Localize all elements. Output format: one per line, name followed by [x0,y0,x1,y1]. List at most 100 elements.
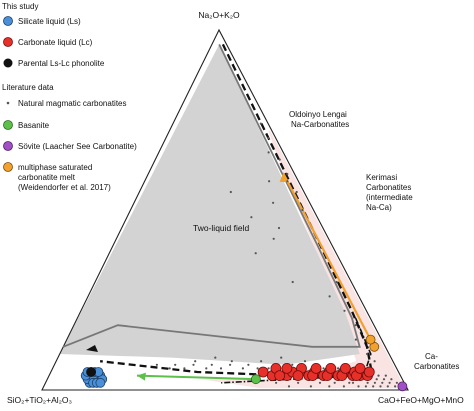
point-natural-magmatic-carbonatites-0 [286,172,289,176]
point-natural-magmatic-carbonatites-58 [377,374,380,377]
point-natural-magmatic-carbonatites-35 [155,363,158,366]
point-natural-magmatic-carbonatites-24 [256,367,259,370]
point-natural-magmatic-carbonatites-14 [291,280,294,284]
point-natural-magmatic-carbonatites-4 [301,208,304,212]
legend-marker-sovite [3,141,13,151]
point-natural-magmatic-carbonatites-11 [277,226,281,230]
legend-label-parental-phonolite: Parental Ls-Lc phonolite [18,59,105,68]
point-natural-magmatic-carbonatites-38 [194,360,197,363]
point-natural-magmatic-carbonatites-55 [379,385,382,388]
point-natural-magmatic-carbonatites-79 [335,280,338,284]
solvus-arrowhead-icon [86,345,98,352]
point-natural-magmatic-carbonatites-77 [343,309,346,312]
point-natural-magmatic-carbonatites-2 [295,190,298,194]
point-carbonate-liquid-lc-16 [274,370,286,382]
point-natural-magmatic-carbonatites-10 [272,237,275,240]
point-carbonate-liquid-lc-24 [339,362,351,374]
legend-marker-multiphase-melt [3,162,13,172]
point-natural-magmatic-carbonatites-5 [267,151,270,154]
point-natural-magmatic-carbonatites-12 [254,252,257,255]
legend-label-basanite: Basanite [18,121,50,130]
point-natural-magmatic-carbonatites-28 [219,367,223,370]
point-s-vite-laacher-see-carbonatite-0 [397,381,408,392]
point-natural-magmatic-carbonatites-8 [229,190,232,194]
point-natural-magmatic-carbonatites-62 [342,385,345,388]
triangle-frame [41,28,409,391]
point-natural-magmatic-carbonatites-46 [375,378,378,381]
annotation-ca-carbonatites-line1: Ca- [425,352,438,361]
point-natural-magmatic-carbonatites-45 [390,378,393,381]
point-carbonate-liquid-lc-22 [325,362,337,374]
point-silicate-liquid-ls-15 [95,377,106,388]
legend-marker-carbonate-liquid [3,37,13,47]
legend-marker-parental-phonolite [3,58,13,68]
point-carbonate-liquid-lc-29 [363,366,375,378]
point-natural-magmatic-carbonatites-47 [373,381,376,384]
point-natural-magmatic-carbonatites-61 [348,381,351,384]
point-natural-magmatic-carbonatites-44 [381,381,384,384]
annotation-ca-carbonatites-line2: Carbonatites [414,362,459,371]
point-natural-magmatic-carbonatites-31 [192,363,195,366]
point-natural-magmatic-carbonatites-54 [386,385,389,388]
legend-label-multiphase-line1: multiphase saturated [18,163,92,172]
point-natural-magmatic-carbonatites-43 [388,381,391,384]
point-natural-magmatic-carbonatites-23 [267,367,270,370]
point-carbonate-liquid-lc-28 [292,370,304,382]
point-carbonate-liquid-lc-27 [281,362,293,374]
point-parental-ls-lc-phonolite-0 [86,367,96,377]
point-natural-magmatic-carbonatites-68 [287,385,291,388]
vertex-label-top: Na₂O+K₂O [198,10,240,20]
point-natural-magmatic-carbonatites-75 [354,338,357,341]
point-natural-magmatic-carbonatites-7 [286,180,289,183]
point-natural-magmatic-carbonatites-66 [309,385,312,388]
basanite-arrowhead-icon [136,372,146,381]
legend-label-silicate-liquid: Silicate liquid (Ls) [18,17,81,26]
point-natural-magmatic-carbonatites-33 [174,363,177,366]
point-natural-magmatic-carbonatites-29 [210,363,213,366]
point-natural-magmatic-carbonatites-34 [168,367,171,370]
point-natural-magmatic-carbonatites-6 [259,122,262,125]
orange-arrowhead-icon [279,172,288,182]
point-carbonate-liquid-lc-0 [257,366,269,378]
point-natural-magmatic-carbonatites-49 [366,381,369,384]
legend-label-multiphase-line3: (Weidendorfer et al. 2017) [18,183,111,192]
point-natural-magmatic-carbonatites-56 [372,385,375,388]
point-natural-magmatic-carbonatites-20 [291,363,294,366]
legend-label-carbonate-liquid: Carbonate liquid (Lc) [18,38,93,47]
legend-marker-natural-carbonatites [6,101,10,105]
orange-trend-arrow [282,173,374,344]
basanite-arrow [136,374,256,381]
point-natural-magmatic-carbonatites-76 [354,324,357,327]
vertex-label-right: CaO+FeO+MgO+MnO [378,395,464,405]
point-natural-magmatic-carbonatites-69 [275,381,278,384]
point-natural-magmatic-carbonatites-25 [247,363,250,366]
legend-group-title-literature: Literature data [2,83,54,92]
legend-group-title-this-study: This study [2,2,38,11]
point-natural-magmatic-carbonatites-13 [272,201,275,204]
two-liquid-field [59,44,360,365]
point-natural-magmatic-carbonatites-27 [229,363,232,366]
point-natural-magmatic-carbonatites-65 [318,381,322,384]
point-natural-magmatic-carbonatites-64 [328,385,331,388]
point-natural-magmatic-carbonatites-40 [280,356,283,359]
point-natural-magmatic-carbonatites-41 [214,356,217,359]
point-natural-magmatic-carbonatites-16 [322,367,325,370]
point-natural-magmatic-carbonatites-9 [250,216,253,219]
point-natural-magmatic-carbonatites-32 [183,367,186,370]
point-natural-magmatic-carbonatites-42 [382,378,386,381]
point-natural-magmatic-carbonatites-53 [394,385,397,388]
point-natural-magmatic-carbonatites-3 [278,158,281,161]
two-liquid-boundary-solid [62,44,361,348]
point-natural-magmatic-carbonatites-73 [366,352,369,356]
point-carbonate-liquid-lc-20 [310,362,322,374]
point-natural-magmatic-carbonatites-67 [297,381,300,384]
fields-layer [59,44,406,389]
vertex-label-left: SiO₂+TiO₂+Al₂O₃ [7,395,72,405]
data-points [80,122,408,392]
point-natural-magmatic-carbonatites-39 [303,360,307,363]
legend-label-multiphase-line2: carbonatite melt [18,173,76,182]
point-basanite-0 [250,374,261,385]
annotation-two-liquid-field: Two-liquid field [193,223,249,233]
point-natural-magmatic-carbonatites-72 [373,360,376,363]
point-natural-magmatic-carbonatites-37 [230,360,233,363]
